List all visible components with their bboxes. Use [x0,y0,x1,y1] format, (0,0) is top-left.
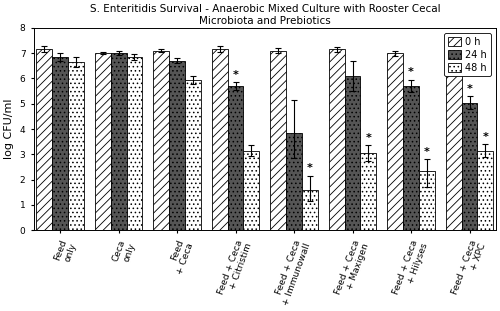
Bar [228,86,244,230]
Bar [126,57,142,230]
Bar [419,171,434,230]
Bar [329,49,344,230]
Bar [302,190,318,230]
Bar [344,76,360,230]
Bar [270,51,286,230]
Bar [286,133,302,230]
Bar [185,80,201,230]
Bar [212,49,228,230]
Bar [446,49,462,230]
Bar [403,86,419,230]
Bar [244,151,260,230]
Text: *: * [307,163,313,173]
Text: *: * [466,84,472,94]
Bar [478,151,493,230]
Bar [360,153,376,230]
Bar [462,103,477,230]
Y-axis label: log CFU/ml: log CFU/ml [4,99,14,159]
Bar [68,62,84,230]
Bar [36,49,52,230]
Bar [169,61,185,230]
Legend: 0 h, 24 h, 48 h: 0 h, 24 h, 48 h [444,33,491,77]
Bar [154,51,169,230]
Text: *: * [482,132,488,142]
Bar [388,53,403,230]
Bar [52,57,68,230]
Text: *: * [408,67,414,77]
Text: *: * [232,70,238,80]
Text: *: * [366,133,372,143]
Bar [95,53,110,230]
Title: S. Enteritidis Survival - Anaerobic Mixed Culture with Rooster Cecal
Microbiota : S. Enteritidis Survival - Anaerobic Mixe… [90,4,440,26]
Bar [110,53,126,230]
Text: *: * [424,147,430,157]
